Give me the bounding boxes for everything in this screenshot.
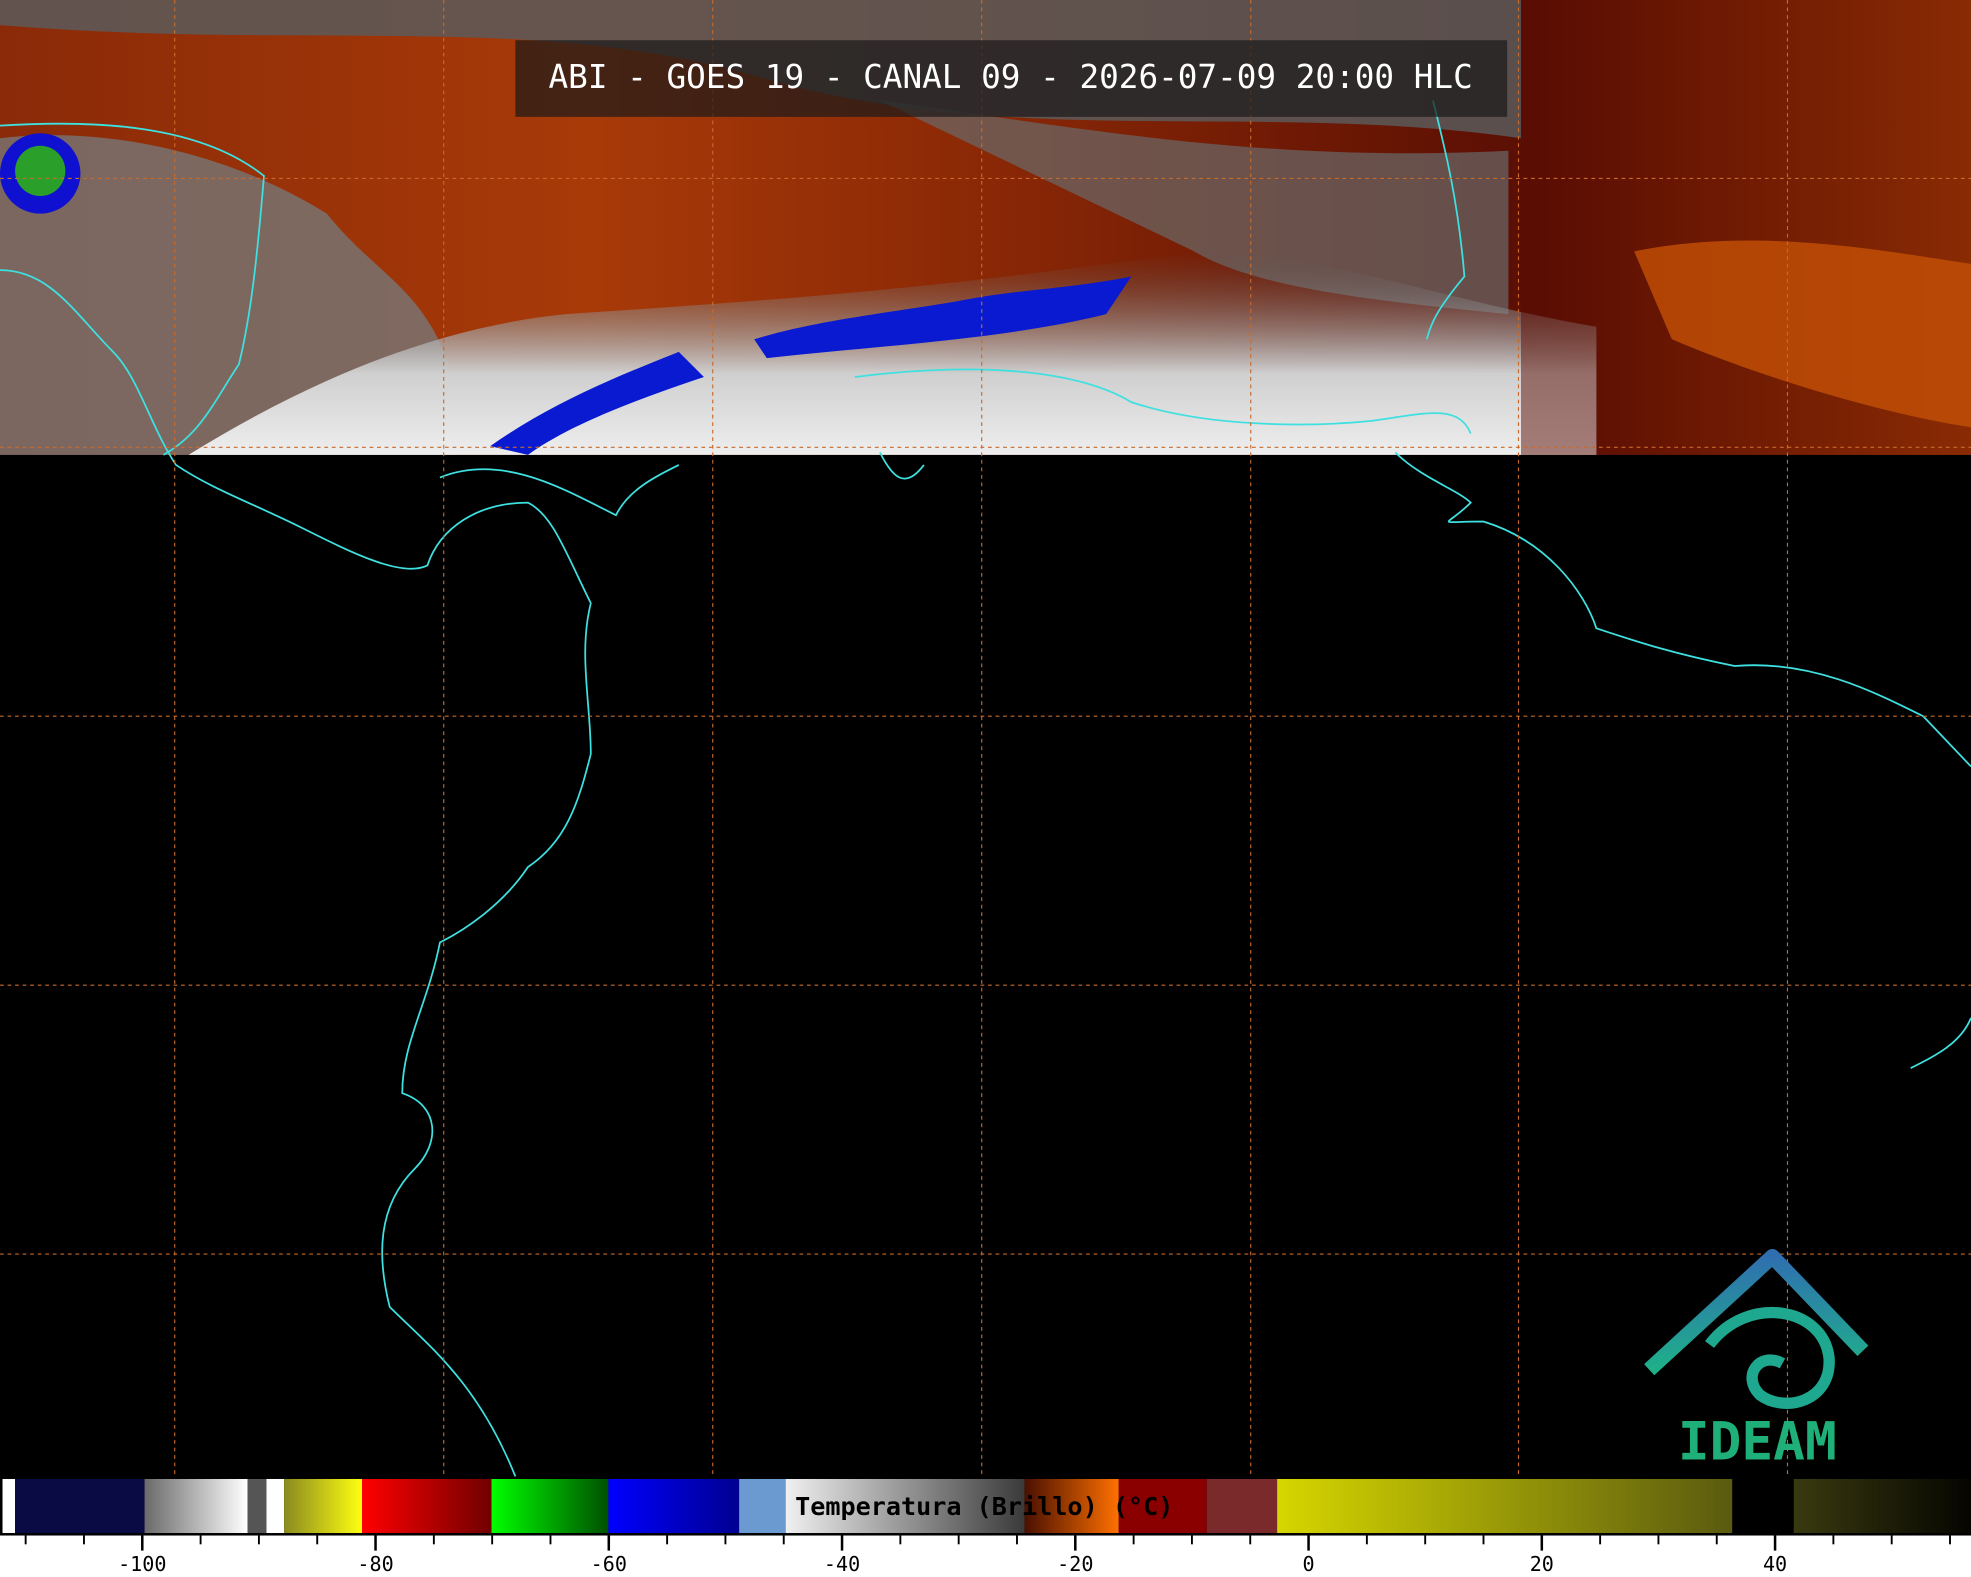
logo-text: IDEAM <box>1678 1412 1837 1473</box>
tick-area <box>0 1535 1971 1577</box>
logo: IDEAM <box>1644 1249 1869 1473</box>
tick-label: 0 <box>1303 1552 1315 1576</box>
colorbar: Temperatura (Brillo) (°C) <box>0 1478 1971 1536</box>
tick-label: 20 <box>1530 1552 1554 1576</box>
graticule <box>0 0 1971 1477</box>
tick-label: -100 <box>118 1552 166 1576</box>
coastlines <box>0 100 1971 1477</box>
tick-label: -20 <box>1057 1552 1093 1576</box>
title-box <box>515 40 1508 117</box>
tick-label: 40 <box>1763 1552 1787 1576</box>
colorbar-ticks: -100 -80 -60 -40 -20 0 20 40 <box>24 1535 1951 1576</box>
tick-label: -60 <box>591 1552 627 1576</box>
tick-label: -80 <box>357 1552 393 1576</box>
title: ABI - GOES 19 - CANAL 09 - 2026-07-09 20… <box>549 58 1473 96</box>
colorbar-label: Temperatura (Brillo) (°C) <box>795 1492 1173 1521</box>
tick-label: -40 <box>824 1552 860 1576</box>
